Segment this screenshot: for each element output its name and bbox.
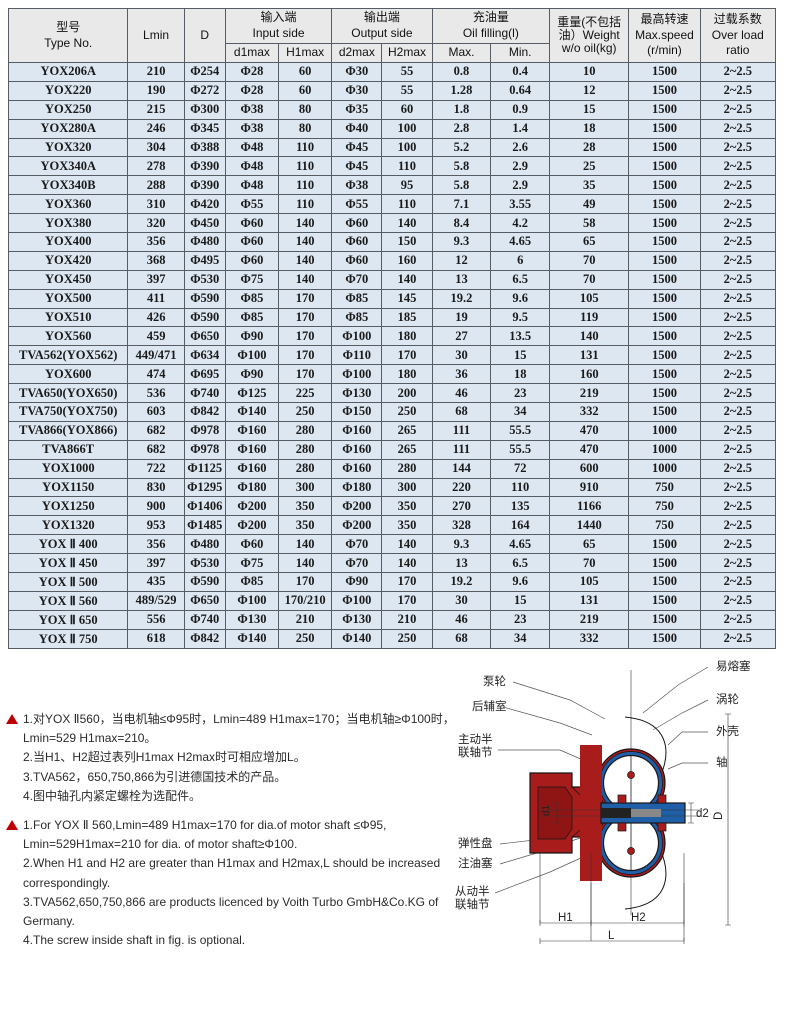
svg-text:轴: 轴 <box>716 755 728 769</box>
svg-text:L: L <box>608 930 615 942</box>
svg-text:d1: d1 <box>541 804 552 816</box>
svg-text:联轴节: 联轴节 <box>458 745 493 759</box>
svg-text:易熔塞: 易熔塞 <box>716 659 751 673</box>
svg-text:注油塞: 注油塞 <box>458 856 493 870</box>
svg-text:d2: d2 <box>696 808 709 820</box>
svg-text:联轴节: 联轴节 <box>455 897 490 911</box>
svg-text:H2: H2 <box>631 912 646 924</box>
svg-text:D: D <box>713 812 725 820</box>
svg-text:弹性盘: 弹性盘 <box>458 836 493 850</box>
svg-text:泵轮: 泵轮 <box>483 674 506 688</box>
svg-text:涡轮: 涡轮 <box>716 692 739 706</box>
svg-text:H1: H1 <box>558 912 573 924</box>
svg-text:主动半: 主动半 <box>458 732 493 746</box>
svg-text:从动半: 从动半 <box>455 884 490 898</box>
svg-text:后辅室: 后辅室 <box>472 699 507 713</box>
